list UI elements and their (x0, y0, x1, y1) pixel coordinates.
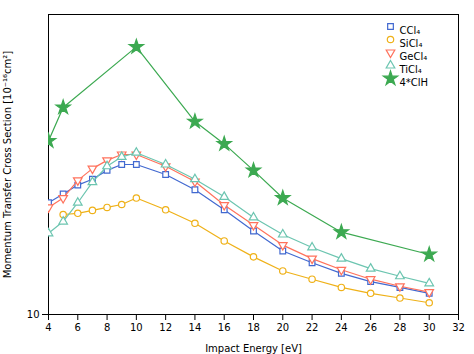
svg-text:CCl₄: CCl₄ (400, 25, 421, 36)
svg-text:Momentum Transfer Cross Sectio: Momentum Transfer Cross Section [10⁻¹⁶cm… (2, 51, 13, 279)
svg-text:12: 12 (159, 322, 172, 333)
svg-text:28: 28 (394, 322, 407, 333)
svg-text:10: 10 (130, 322, 143, 333)
svg-text:GeCl₄: GeCl₄ (400, 51, 428, 62)
svg-text:22: 22 (306, 322, 319, 333)
svg-text:20: 20 (276, 322, 289, 333)
svg-text:6: 6 (75, 322, 81, 333)
svg-text:14: 14 (189, 322, 202, 333)
svg-text:10: 10 (27, 309, 40, 320)
svg-text:32: 32 (452, 322, 465, 333)
svg-text:4*ClH: 4*ClH (400, 77, 429, 88)
svg-text:TiCl₄: TiCl₄ (399, 64, 422, 75)
svg-text:16: 16 (218, 322, 231, 333)
svg-text:8: 8 (104, 322, 110, 333)
svg-text:30: 30 (423, 322, 436, 333)
svg-text:26: 26 (364, 322, 377, 333)
svg-text:SiCl₄: SiCl₄ (400, 38, 423, 49)
svg-text:Impact Energy [eV]: Impact Energy [eV] (205, 343, 302, 354)
svg-text:18: 18 (247, 322, 260, 333)
svg-text:24: 24 (335, 322, 348, 333)
svg-text:4: 4 (45, 322, 51, 333)
